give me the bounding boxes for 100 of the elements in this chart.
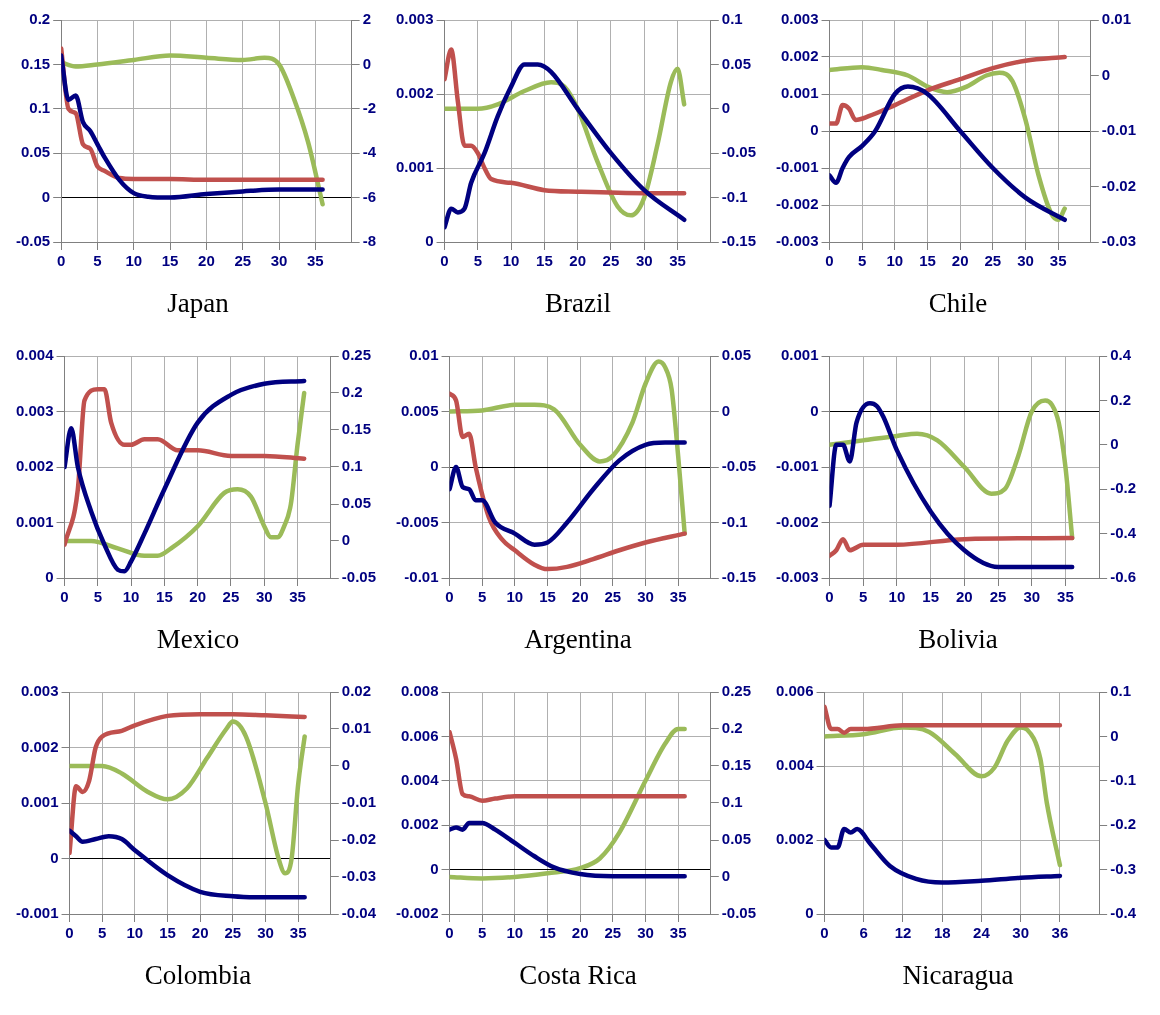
y-tick-label: 0.004 (15, 346, 55, 364)
x-tick-label: 15 (919, 252, 936, 270)
x-tick-label: 20 (571, 924, 589, 942)
y2-tick-label: 0.1 (721, 10, 743, 28)
x-tick-label: 15 (539, 588, 556, 606)
line-series (69, 828, 307, 900)
x-tick-label: 10 (886, 252, 904, 270)
x-tick-label: 25 (602, 252, 620, 270)
line-series (449, 391, 687, 572)
x-tick-label: 15 (922, 588, 939, 606)
y2-tick-label: 0.4 (1110, 346, 1132, 364)
y-tick-label: 0.1 (29, 98, 51, 116)
x-tick-label: 12 (894, 924, 912, 942)
y-tick-label: -0.002 (775, 195, 819, 213)
x-tick-label: 25 (604, 588, 622, 606)
x-tick-label: 20 (956, 588, 973, 606)
y2-tick-label: 0.2 (1110, 390, 1132, 408)
y2-tick-label: -0.05 (721, 904, 757, 922)
y2-tick-label: 0.05 (341, 494, 372, 512)
y-tick-label: 0.004 (400, 770, 440, 788)
y-tick-label: -0.005 (395, 512, 439, 530)
y-tick-label: 0.01 (409, 346, 439, 364)
text: Costa Rica (519, 960, 637, 991)
x-tick-label: 5 (98, 924, 107, 942)
x-tick-label: 30 (637, 924, 654, 942)
y2-tick-label: -0.4 (1110, 523, 1137, 541)
x-tick-label: 0 (65, 924, 74, 942)
x-tick-label: 35 (669, 924, 687, 942)
x-tick-label: 0 (445, 924, 454, 942)
y-tick-label: 0 (50, 848, 59, 866)
line-series (69, 719, 307, 876)
y-tick-label: 0 (430, 859, 439, 877)
line-series (824, 704, 1063, 735)
x-tick-label: 0 (825, 588, 834, 606)
y-tick-label: -0.05 (15, 232, 51, 250)
line-series (449, 820, 687, 879)
y2-tick-label: 0 (1110, 434, 1119, 452)
y-tick-label: 0.001 (15, 512, 54, 530)
y-tick-label: 0.003 (780, 10, 819, 28)
y-tick-label: -0.001 (775, 457, 819, 475)
x-tick-label: 35 (669, 588, 687, 606)
x-tick-label: 10 (506, 924, 524, 942)
y2-tick-label: 0.1 (721, 793, 743, 811)
x-tick-label: 35 (289, 924, 307, 942)
y2-tick-label: 0.02 (341, 682, 372, 700)
y-tick-label: 0 (430, 457, 439, 475)
y2-tick-label: 0.2 (341, 383, 363, 401)
y2-tick-label: 0 (721, 401, 731, 419)
y2-tick-label: 0.15 (341, 420, 372, 438)
y-tick-label: 0.005 (400, 401, 439, 419)
y2-tick-label: -0.4 (1110, 904, 1137, 922)
text: Colombia (144, 960, 252, 991)
y2-tick-label: 0.01 (341, 719, 372, 737)
x-tick-label: 10 (506, 588, 524, 606)
x-tick-label: 5 (858, 252, 867, 270)
x-tick-label: 6 (859, 924, 868, 942)
y-tick-label: 0.002 (400, 815, 439, 833)
line-series (829, 535, 1075, 559)
x-tick-label: 25 (222, 588, 240, 606)
y2-tick-label: -0.15 (721, 232, 757, 250)
x-tick-label: 20 (951, 252, 969, 270)
y-tick-label: 0.002 (20, 737, 59, 755)
line-series (449, 726, 687, 881)
y2-tick-label: 0.05 (721, 54, 752, 72)
y2-tick-label: -4 (362, 143, 377, 161)
y2-tick-label: -0.1 (721, 512, 748, 530)
x-tick-label: 25 (989, 588, 1007, 606)
y2-tick-label: -0.04 (341, 904, 377, 922)
y2-tick-label: 0 (341, 756, 351, 774)
y-tick-label: 0.002 (780, 47, 819, 65)
y2-tick-label: 0.2 (721, 719, 743, 737)
x-tick-label: 35 (1049, 252, 1067, 270)
line-series (69, 711, 307, 856)
y2-tick-label: -0.01 (341, 793, 377, 811)
x-tick-label: 36 (1051, 924, 1069, 942)
x-tick-label: 35 (307, 252, 324, 270)
x-tick-label: 5 (93, 252, 102, 270)
y2-tick-label: -0.05 (721, 143, 757, 161)
x-tick-label: 20 (569, 252, 587, 270)
y2-tick-label: -0.2 (1110, 815, 1137, 833)
text: Nicaragua (902, 960, 1014, 991)
x-tick-label: 25 (234, 252, 252, 270)
y2-tick-label: 0.1 (341, 457, 363, 475)
y-tick-label: 0 (45, 568, 54, 586)
line-series (824, 826, 1063, 885)
y-tick-label: 0.008 (400, 682, 439, 700)
x-tick-label: 30 (637, 588, 654, 606)
y2-tick-label: 0.05 (721, 346, 752, 364)
y2-tick-label: 0 (1110, 726, 1119, 744)
x-tick-label: 25 (224, 924, 242, 942)
x-tick-label: 20 (191, 924, 209, 942)
x-tick-label: 30 (255, 588, 273, 606)
y2-tick-label: 0 (721, 98, 731, 116)
y-tick-label: 0 (805, 904, 814, 922)
y-tick-label: 0.2 (29, 10, 51, 28)
y-tick-label: 0 (810, 121, 819, 139)
x-tick-label: 15 (536, 252, 553, 270)
y-tick-label: -0.003 (775, 568, 819, 586)
y2-tick-label: 0.01 (1101, 10, 1132, 28)
x-tick-label: 10 (888, 588, 906, 606)
